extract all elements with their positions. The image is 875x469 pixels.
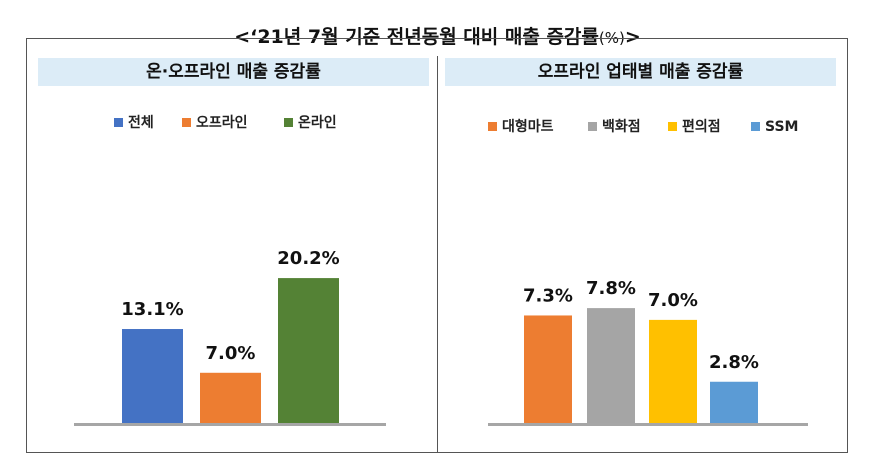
- legend-swatch-0: [488, 122, 497, 131]
- legend-label-3: SSM: [765, 119, 798, 135]
- bar-0: [122, 329, 183, 423]
- data-label-2: 7.0%: [648, 290, 698, 311]
- panel-divider: [437, 56, 438, 453]
- legend-label-0: 전체: [128, 114, 154, 131]
- legend-swatch-2: [668, 122, 677, 131]
- right-bar-chart: 대형마트 백화점 편의점 SSM 7.3% 7.8% 7.0% 2.8%: [488, 118, 808, 426]
- data-label-0: 7.3%: [523, 285, 573, 306]
- legend-label-2: 온라인: [298, 114, 337, 131]
- x-axis-baseline: [74, 423, 386, 426]
- legend-swatch-3: [751, 122, 760, 131]
- bar-3: [710, 381, 758, 423]
- main-title-text: <‘21년 7월 기준 전년동월 대비 매출 증감률: [234, 26, 599, 48]
- bar-1: [587, 308, 635, 423]
- data-label-1: 7.8%: [586, 278, 636, 299]
- bar-0: [524, 315, 572, 423]
- legend-label-0: 대형마트: [502, 118, 554, 135]
- legend-label-2: 편의점: [682, 118, 721, 135]
- legend-swatch-2: [284, 118, 293, 127]
- legend-swatch-1: [182, 118, 191, 127]
- legend-label-1: 오프라인: [196, 114, 248, 131]
- left-bar-chart: 전체 오프라인 온라인 13.1% 7.0% 20.2%: [74, 114, 386, 426]
- x-axis-baseline: [488, 423, 808, 426]
- main-title: <‘21년 7월 기준 전년동월 대비 매출 증감률(%)>: [0, 22, 875, 49]
- bar-1: [200, 372, 261, 423]
- legend-swatch-0: [114, 118, 123, 127]
- data-label-3: 2.8%: [709, 352, 759, 373]
- main-title-close: >: [624, 26, 641, 48]
- left-panel-title: 온·오프라인 매출 증감률: [38, 58, 429, 86]
- right-panel-title: 오프라인 업태별 매출 증감률: [445, 58, 836, 86]
- data-label-2: 20.2%: [277, 248, 339, 269]
- bar-2: [278, 278, 339, 423]
- legend-swatch-1: [588, 122, 597, 131]
- data-label-1: 7.0%: [206, 343, 256, 364]
- bar-2: [649, 319, 697, 423]
- legend-label-1: 백화점: [602, 118, 641, 135]
- data-label-0: 13.1%: [121, 299, 183, 320]
